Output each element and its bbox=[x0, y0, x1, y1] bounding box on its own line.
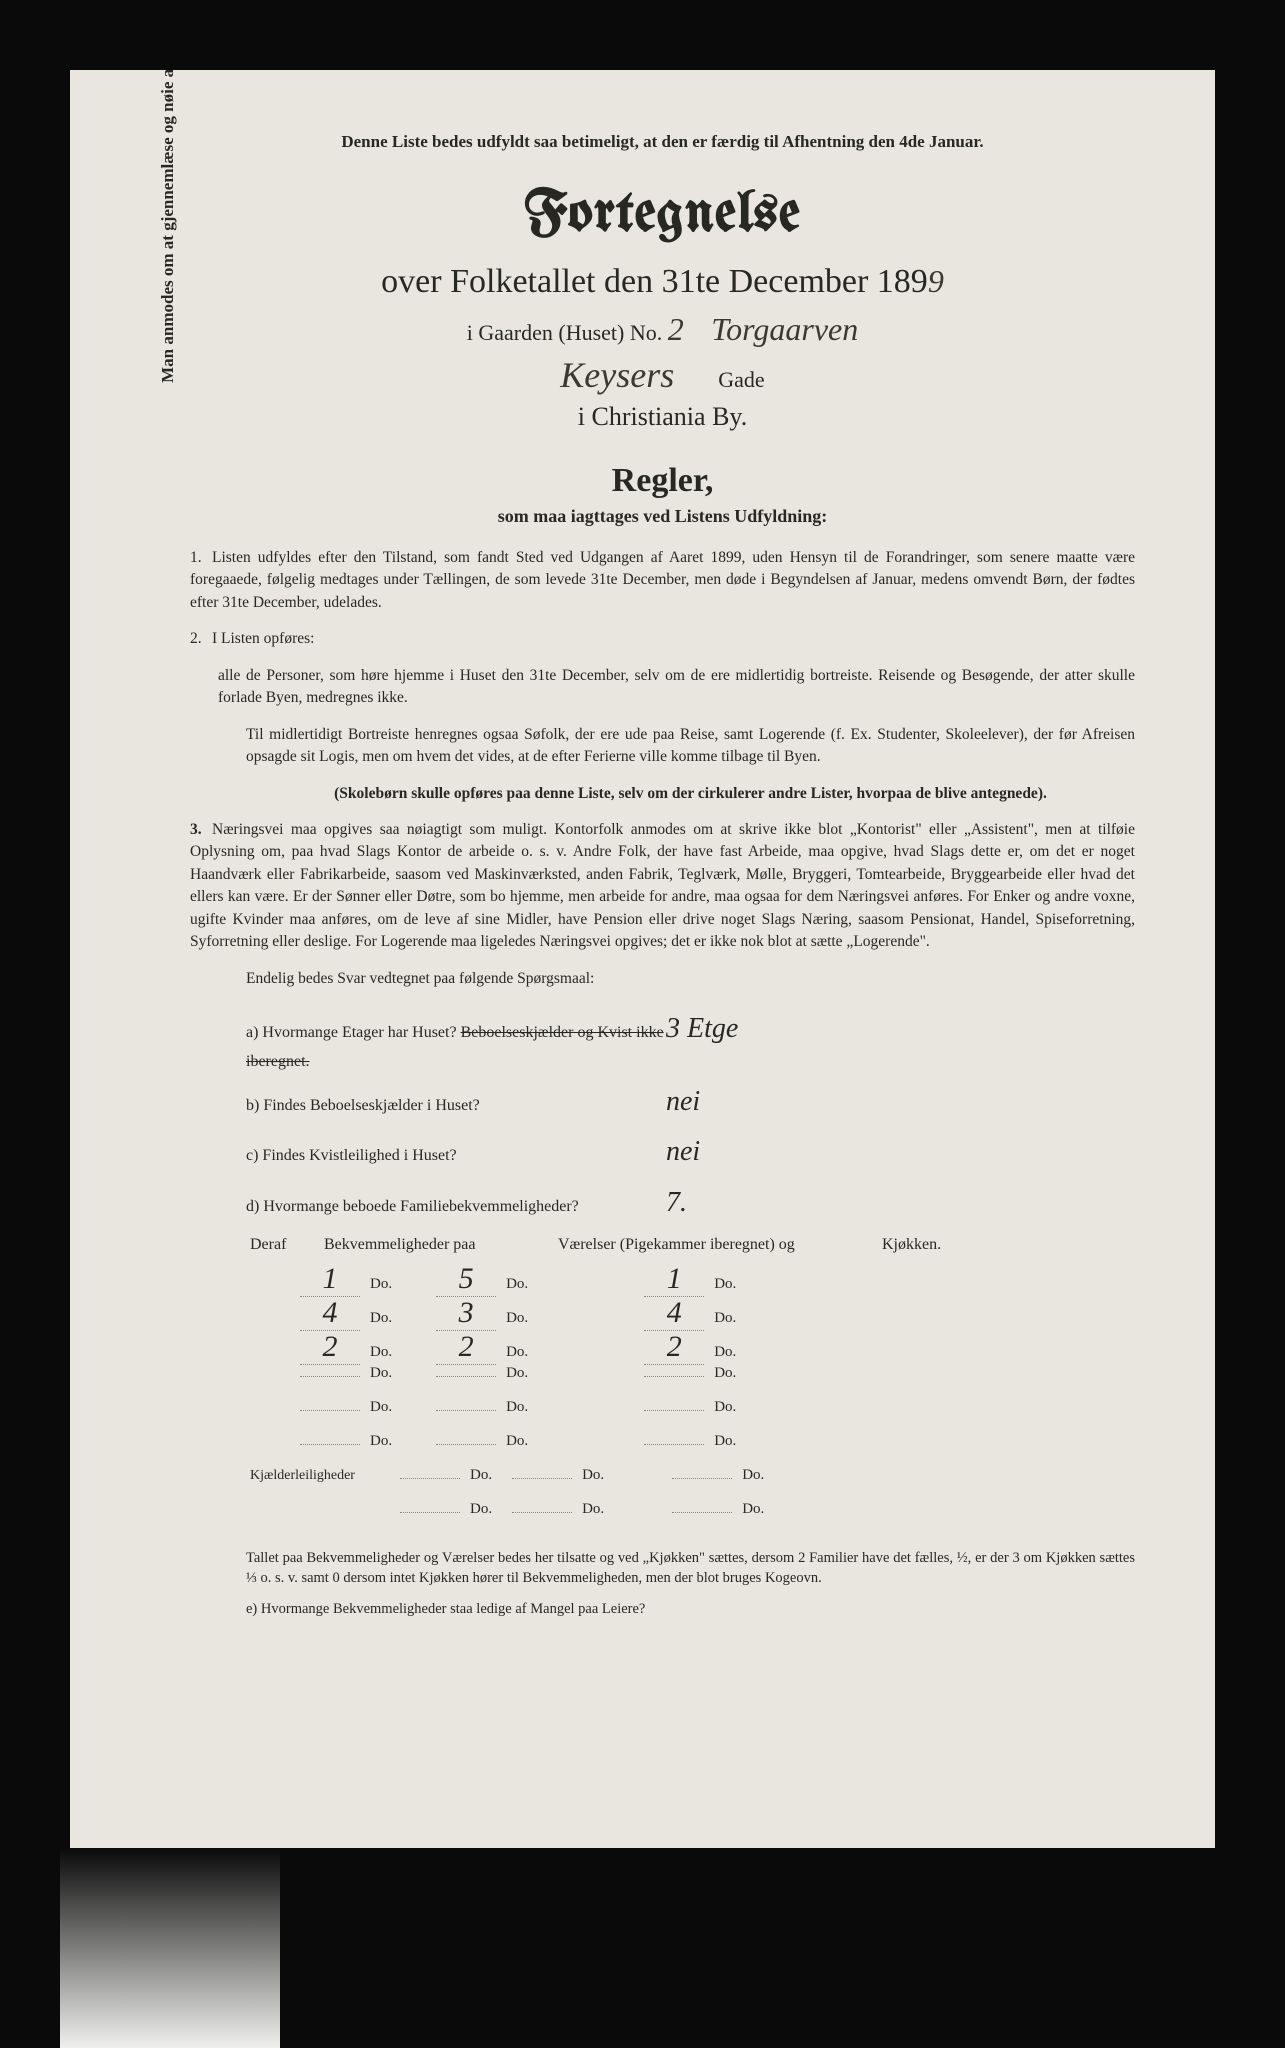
vaer-cell: 2 bbox=[436, 1330, 496, 1365]
bek-cell bbox=[300, 1444, 360, 1445]
extra-row: Do. Do. Do. bbox=[250, 1500, 1135, 1534]
rule-3-text: Næringsvei maa opgives saa nøiagtigt som… bbox=[190, 821, 1135, 950]
rule-2a: alle de Personer, som høre hjemme i Huse… bbox=[190, 665, 1135, 710]
head-kjok: Kjøkken. bbox=[882, 1236, 941, 1253]
top-note: Denne Liste bedes udfyldt saa betimeligt… bbox=[190, 130, 1135, 154]
rules-title: Regler, bbox=[190, 462, 1135, 500]
street-hw: Keysers bbox=[560, 355, 674, 395]
qd-answer: 7. bbox=[666, 1178, 687, 1228]
kjaelder-row: Kjælderleiligheder Do. Do. Do. bbox=[250, 1466, 1135, 1500]
house-number-hw: 2 bbox=[668, 311, 684, 347]
dwelling-row: 1Do. 5Do. 1Do. bbox=[250, 1262, 1135, 1296]
year-handwritten: 9 bbox=[928, 263, 944, 299]
dwelling-row: Do. Do. Do. bbox=[250, 1364, 1135, 1398]
city-line: i Christiania By. bbox=[190, 402, 1135, 432]
vaer-cell bbox=[436, 1444, 496, 1445]
gaarden-label: i Gaarden (Huset) No. bbox=[467, 320, 663, 345]
vaer-cell: 3 bbox=[436, 1296, 496, 1331]
footnote: Tallet paa Bekvemmeligheder og Værelser … bbox=[190, 1548, 1135, 1589]
house-line: i Gaarden (Huset) No. 2 Torgaarven bbox=[190, 311, 1135, 348]
scan-artifact bbox=[60, 1848, 280, 2048]
endelig-line: Endelig bedes Svar vedtegnet paa følgend… bbox=[190, 968, 1135, 990]
house-name-hw: Torgaarven bbox=[711, 311, 858, 347]
kjok-cell bbox=[644, 1376, 704, 1377]
qc-answer: nei bbox=[666, 1127, 700, 1177]
kjaelder-label: Kjælderleiligheder bbox=[250, 1468, 400, 1484]
bek-cell bbox=[300, 1376, 360, 1377]
gade-label: Gade bbox=[718, 367, 764, 392]
question-e: e) Hvormange Bekvemmeligheder staa ledig… bbox=[190, 1599, 1135, 1619]
question-c: c) Findes Kvistleilighed i Huset? nei bbox=[246, 1127, 1135, 1177]
subtitle: over Folketallet den 31te December 1899 bbox=[190, 263, 1135, 301]
subtitle-prefix: over Folketallet den 31te December 189 bbox=[381, 263, 928, 300]
bek-cell: 2 bbox=[300, 1330, 360, 1365]
question-d: d) Hvormange beboede Familiebekvemmeligh… bbox=[246, 1178, 1135, 1228]
dwelling-header: Deraf Bekvemmeligheder paa Værelser (Pig… bbox=[250, 1236, 1135, 1254]
question-a: a) Hvormange Etager har Huset? Beboelses… bbox=[246, 1004, 1135, 1077]
rule-1-text: Listen udfyldes efter den Tilstand, som … bbox=[190, 549, 1135, 611]
kjok-cell: 4 bbox=[644, 1296, 704, 1331]
question-b: b) Findes Beboelseskjælder i Huset? nei bbox=[246, 1077, 1135, 1127]
rule-3: 3.Næringsvei maa opgives saa nøiagtigt s… bbox=[190, 819, 1135, 954]
kjok-cell: 1 bbox=[644, 1262, 704, 1297]
qa-answer: 3 Etge bbox=[666, 1004, 738, 1054]
street-line: Keysers Gade bbox=[190, 354, 1135, 396]
bek-cell bbox=[300, 1410, 360, 1411]
head-bek: Bekvemmeligheder paa bbox=[324, 1236, 554, 1254]
qa-label: a) Hvormange Etager har Huset? bbox=[246, 1024, 457, 1041]
head-deraf: Deraf bbox=[250, 1236, 320, 1254]
vertical-instruction: Man anmodes om at gjennemlæse og nøie at… bbox=[158, 70, 178, 490]
vaer-cell bbox=[436, 1376, 496, 1377]
qb-label: b) Findes Beboelseskjælder i Huset? bbox=[246, 1092, 666, 1121]
vaer-cell bbox=[436, 1410, 496, 1411]
dwelling-row: 4Do. 3Do. 4Do. bbox=[250, 1296, 1135, 1330]
qb-answer: nei bbox=[666, 1077, 700, 1127]
dwelling-row: 2Do. 2Do. 2Do. bbox=[250, 1330, 1135, 1364]
rule-2: 2.I Listen opføres: bbox=[190, 628, 1135, 650]
document-page: Man anmodes om at gjennemlæse og nøie at… bbox=[70, 70, 1215, 1848]
rule-2b: Til midlertidigt Bortreiste henregnes og… bbox=[190, 724, 1135, 769]
rule-1: 1.Listen udfyldes efter den Tilstand, so… bbox=[190, 547, 1135, 614]
kjok-cell bbox=[644, 1444, 704, 1445]
head-vaer: Værelser (Pigekammer iberegnet) og bbox=[558, 1236, 878, 1254]
dwelling-row: Do. Do. Do. bbox=[250, 1432, 1135, 1466]
bek-cell: 4 bbox=[300, 1296, 360, 1331]
vaer-cell: 5 bbox=[436, 1262, 496, 1297]
main-title: Fortegnelse bbox=[190, 184, 1135, 245]
rule-2-head: I Listen opføres: bbox=[212, 630, 314, 647]
rules-subtitle: som maa iagttages ved Listens Udfyldning… bbox=[190, 506, 1135, 527]
qc-label: c) Findes Kvistleilighed i Huset? bbox=[246, 1142, 666, 1171]
questions-block: a) Hvormange Etager har Huset? Beboelses… bbox=[190, 1004, 1135, 1228]
dwelling-row: Do. Do. Do. bbox=[250, 1398, 1135, 1432]
qd-label: d) Hvormange beboede Familiebekvemmeligh… bbox=[246, 1193, 666, 1222]
bek-cell: 1 bbox=[300, 1262, 360, 1297]
rule-2c: (Skolebørn skulle opføres paa denne List… bbox=[190, 783, 1135, 805]
kjok-cell bbox=[644, 1410, 704, 1411]
kjok-cell: 2 bbox=[644, 1330, 704, 1365]
dwelling-table: Deraf Bekvemmeligheder paa Værelser (Pig… bbox=[250, 1236, 1135, 1534]
